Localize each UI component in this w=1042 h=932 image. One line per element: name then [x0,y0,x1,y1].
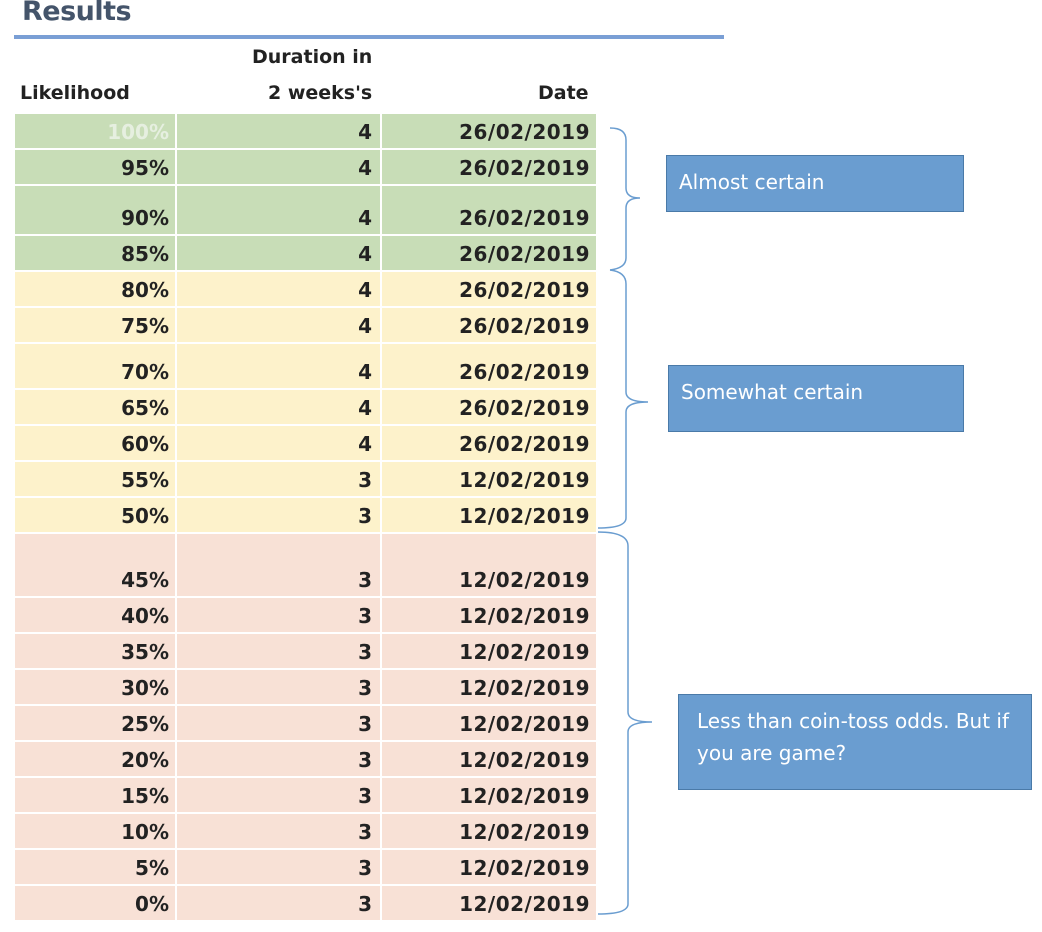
date-cell: 26/02/2019 [380,390,596,424]
date-cell: 12/02/2019 [380,886,596,920]
duration-cell: 4 [175,344,378,388]
likelihood-cell: 45% [121,568,169,592]
date-cell: 26/02/2019 [380,426,596,460]
date-cell: 12/02/2019 [380,498,596,532]
duration-cell: 3 [175,534,378,596]
duration-cell: 3 [175,634,378,668]
date-cell: 12/02/2019 [380,534,596,596]
likelihood-cell: 0% [135,892,169,916]
header-likelihood: Likelihood [20,82,130,104]
likelihood-cell: 10% [121,820,169,844]
duration-cell: 4 [175,114,378,148]
likelihood-cell: 30% [121,676,169,700]
duration-cell: 4 [175,426,378,460]
likelihood-cell: 85% [121,242,169,266]
date-cell: 12/02/2019 [380,462,596,496]
duration-cell: 3 [175,462,378,496]
date-cell: 12/02/2019 [380,814,596,848]
date-cell: 12/02/2019 [380,706,596,740]
bracket-somewhat-certain [597,269,649,529]
table-row: 80% 4 26/02/2019 [15,270,596,306]
duration-cell: 4 [175,308,378,342]
note-almost-certain: Almost certain [666,155,964,212]
date-cell: 12/02/2019 [380,778,596,812]
duration-cell: 3 [175,778,378,812]
duration-cell: 4 [175,272,378,306]
date-cell: 26/02/2019 [380,272,596,306]
likelihood-cell: 20% [121,748,169,772]
table-row: 55% 3 12/02/2019 [15,460,596,496]
table-row: 60% 4 26/02/2019 [15,424,596,460]
duration-cell: 3 [175,742,378,776]
title-underline [14,35,724,39]
date-cell: 26/02/2019 [380,150,596,184]
likelihood-cell: 40% [121,604,169,628]
duration-cell: 3 [175,706,378,740]
note-somewhat-certain: Somewhat certain [668,365,964,432]
duration-cell: 3 [175,670,378,704]
date-cell: 12/02/2019 [380,670,596,704]
duration-cell: 3 [175,498,378,532]
date-cell: 12/02/2019 [380,850,596,884]
date-cell: 12/02/2019 [380,598,596,632]
table-row: 25% 3 12/02/2019 [15,704,596,740]
date-cell: 26/02/2019 [380,186,596,234]
date-cell: 12/02/2019 [380,742,596,776]
table-row: 10% 3 12/02/2019 [15,812,596,848]
likelihood-cell: 5% [135,856,169,880]
table-row: 5% 3 12/02/2019 [15,848,596,884]
table-row: 90% 4 26/02/2019 [15,184,596,234]
page-title: Results [22,0,132,27]
duration-cell: 3 [175,886,378,920]
table-row: 0% 3 12/02/2019 [15,884,596,920]
table-row: 15% 3 12/02/2019 [15,776,596,812]
table-row: 30% 3 12/02/2019 [15,668,596,704]
bracket-less-than-coin-toss [597,531,653,915]
table-row: 85% 4 26/02/2019 [15,234,596,270]
likelihood-cell: 80% [121,278,169,302]
bracket-almost-certain [609,127,641,271]
table-row: 45% 3 12/02/2019 [15,532,596,596]
date-cell: 12/02/2019 [380,634,596,668]
duration-cell: 4 [175,390,378,424]
duration-cell: 4 [175,236,378,270]
table-row: 65% 4 26/02/2019 [15,388,596,424]
table-row: 40% 3 12/02/2019 [15,596,596,632]
duration-cell: 3 [175,814,378,848]
date-cell: 26/02/2019 [380,308,596,342]
note-less-than-coin-toss: Less than coin-toss odds. But if you are… [678,694,1032,790]
likelihood-cell: 100% [107,120,169,144]
header-duration-line2: 2 weeks's [268,82,373,104]
date-cell: 26/02/2019 [380,344,596,388]
table-row: 75% 4 26/02/2019 [15,306,596,342]
table-row: 50% 3 12/02/2019 [15,496,596,532]
date-cell: 26/02/2019 [380,236,596,270]
likelihood-cell: 65% [121,396,169,420]
duration-cell: 3 [175,850,378,884]
likelihood-cell: 25% [121,712,169,736]
table-row: 70% 4 26/02/2019 [15,342,596,388]
likelihood-cell: 55% [121,468,169,492]
table-row: 100% 4 26/02/2019 [15,112,596,148]
likelihood-cell: 70% [121,360,169,384]
duration-cell: 4 [175,150,378,184]
likelihood-cell: 75% [121,314,169,338]
likelihood-cell: 50% [121,504,169,528]
table-row: 20% 3 12/02/2019 [15,740,596,776]
likelihood-cell: 95% [121,156,169,180]
date-cell: 26/02/2019 [380,114,596,148]
likelihood-cell: 60% [121,432,169,456]
duration-cell: 4 [175,186,378,234]
header-duration-line1: Duration in [252,46,373,68]
likelihood-cell: 35% [121,640,169,664]
header-date: Date [538,82,589,104]
duration-cell: 3 [175,598,378,632]
likelihood-cell: 90% [121,206,169,230]
likelihood-cell: 15% [121,784,169,808]
table-row: 95% 4 26/02/2019 [15,148,596,184]
table-row: 35% 3 12/02/2019 [15,632,596,668]
